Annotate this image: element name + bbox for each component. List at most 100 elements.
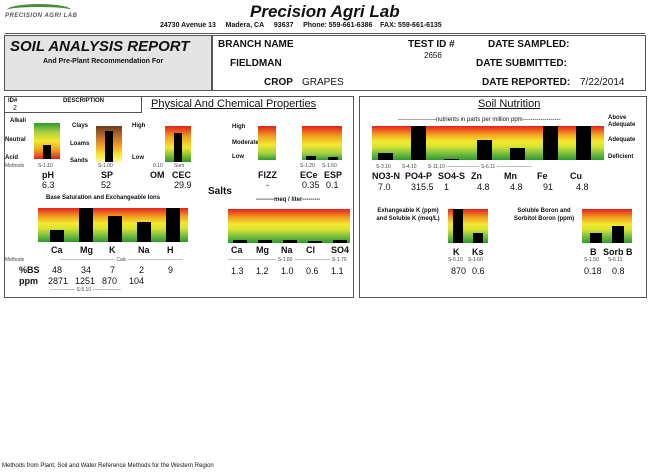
boron-method-sorb: S-6.11 [608,257,623,263]
cation-label-0: Ca [51,245,63,255]
nutrient-bar-1 [411,126,426,160]
salts-low-label: Low [232,154,244,160]
fieldman-label: FIELDMAN [230,58,282,69]
ppm-value-3: 104 [129,276,145,286]
nutrient-bar-4 [510,148,525,160]
header-ph: pH [42,170,54,180]
cation-bar-4 [166,208,180,242]
exk-title: Exhangeable K (ppm) and Soluble K (meq/L… [376,208,440,222]
boron-header-sorb: Sorb B [603,247,633,257]
nutrient-dash-1: -------------------- [446,164,480,170]
cation-label-1: Mg [80,245,93,255]
method-ph: S-1.10 [38,163,53,169]
scale-above-adequate: Above Adequate [608,115,636,128]
footer-methods-note: Methods from Plant, Soil and Water Refer… [2,463,214,469]
exk-header-ks: Ks [472,247,484,257]
salt-ion-dash-1: ----------------------------- [228,257,277,263]
methods-label: Methods [5,163,25,169]
nutrient-value-0: 7.0 [378,182,391,192]
header-ece: ECe [300,170,318,180]
nutrient-dash-2: --------------------- [496,164,532,170]
logo-text: PRECISION AGRI LAB [5,13,78,19]
cation-label-3: Na [138,245,150,255]
ppm-dash-right: ----------------- [92,287,121,293]
method-sp: S-1.00 [98,163,113,169]
salt-ion-value-0: 1.3 [231,266,244,276]
meq-title: ---------meq / liter--------- [256,197,321,203]
nutrient-method-4: S-6.11 [480,164,496,170]
salts-method-ece: S-1.20 [300,163,315,169]
salts-method-esp: S-1.60 [322,163,337,169]
salt-ion-value-2: 1.0 [281,266,294,276]
salt-ion-bar-1 [258,240,272,243]
pct-bs-value-1: 34 [81,265,92,275]
nutrition-section-title: Soil Nutrition [478,98,541,110]
salt-ion-bar-0 [233,240,247,243]
header-fizz: FIZZ [258,170,277,180]
header-rule [5,33,645,34]
salt-ion-method-2: S-1.70 [331,257,347,263]
scale-adequate: Adequate [608,137,636,143]
nutrient-bar-2 [444,159,459,160]
value-fizz: - [266,180,269,190]
id-label: ID# [8,98,18,104]
date-submitted-label: DATE SUBMITTED: [476,58,567,69]
cation-bar-3 [137,222,151,242]
sample-id-box: ID# DESCRIPTION 2 [4,96,142,113]
ppm-value-2: 870 [102,276,118,286]
ppm-value-1: 1251 [75,276,96,286]
boron-value-b: 0.18 [584,266,602,276]
nutrient-value-4: 4.8 [510,182,523,192]
value-ece: 0.35 [302,180,320,190]
salt-ion-bar-2 [283,240,297,243]
nutrient-header-2: SO4-S [438,171,466,181]
test-id-value: 2656 [424,51,442,60]
nutrient-bar-3 [477,140,492,160]
salt-ion-label-1: Mg [256,245,269,255]
nutrient-bar-0 [378,153,393,160]
value-esp: 0.1 [326,180,339,190]
nutrient-header-3: Zn [471,171,482,181]
salts-high-label: High [232,124,246,130]
value-sp: 52 [101,180,112,190]
ppm-method: S-5.10 [76,287,92,293]
high-label: High [132,123,146,129]
nutrient-value-6: 4.8 [576,182,589,192]
cations-dash-left: --------------------------------- [60,257,115,263]
ppm-label: ppm [19,276,38,286]
nutrient-value-1: 315.5 [411,182,434,192]
salt-ion-label-3: Cl [306,245,315,255]
phone: Phone: 559-661-6386 [303,22,373,29]
exk-method-k: S-5.10 [448,257,463,263]
exk-bar-0 [453,209,463,243]
crop-value: GRAPES [302,77,344,88]
branch-label: BRANCH NAME [218,39,294,50]
pct-bs-value-2: 7 [110,265,116,275]
city: Madera, CA [225,22,265,29]
ph-bar [43,145,51,159]
cec-bar [174,133,182,162]
company-address-line: 24730 Avenue 13 Madera, CA 93637 Phone: … [160,22,442,29]
exk-value-ks: 0.6 [472,266,485,276]
header-esp: ESP [324,170,343,180]
value-ph: 6.3 [42,180,55,190]
texture-loams-label: Loams [70,141,90,147]
boron-bar-0 [590,233,602,243]
value-cec: 29.9 [174,180,192,190]
ece-gauge [302,126,342,160]
salt-ion-bar-4 [333,240,347,243]
boron-bar-1 [612,226,624,243]
nutrient-bar-5 [543,126,558,160]
nutrition-box [359,96,647,298]
boron-value-sorb: 0.8 [612,266,625,276]
physical-box [4,96,354,298]
ppm-dash-left: --------------- [50,287,75,293]
salt-ion-method-1: S-1.60 [277,257,293,263]
salt-ion-gauge [228,209,350,243]
salt-ion-label-2: Na [281,245,293,255]
crop-label: CROP [264,77,293,88]
address: 24730 Avenue 13 [160,22,216,29]
pct-bs-value-0: 48 [52,265,63,275]
zip: 93637 [273,22,294,29]
logo: PRECISION AGRI LAB [5,4,78,26]
